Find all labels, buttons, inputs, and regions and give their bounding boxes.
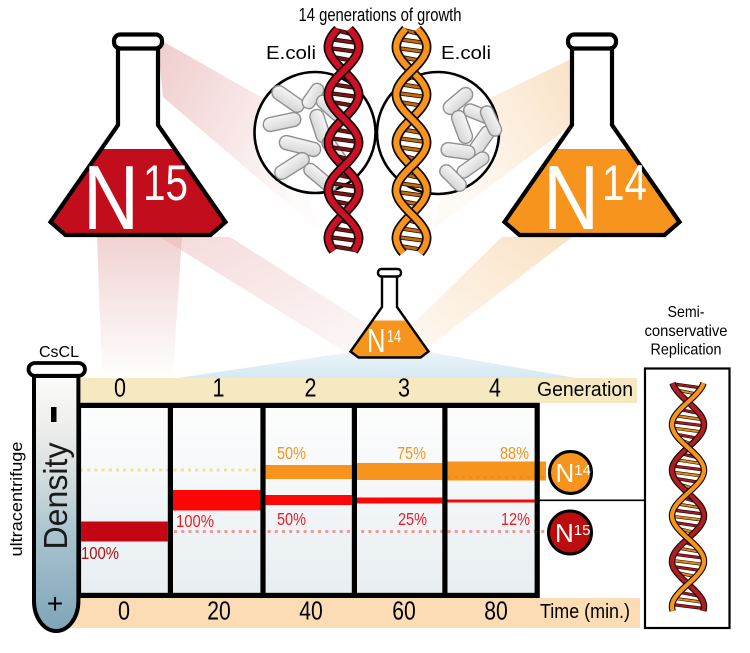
svg-text:Replication: Replication	[651, 342, 722, 359]
svg-text:Time (min.): Time (min.)	[540, 601, 630, 623]
svg-text:80: 80	[484, 596, 508, 626]
svg-text:N: N	[83, 148, 139, 249]
svg-text:ultracentrifuge: ultracentrifuge	[7, 442, 26, 557]
svg-text:conservative: conservative	[645, 323, 728, 340]
svg-text:50%: 50%	[277, 509, 306, 529]
svg-text:88%: 88%	[500, 443, 529, 463]
svg-text:50%: 50%	[277, 443, 306, 463]
svg-text:2: 2	[305, 373, 317, 403]
svg-text:1: 1	[213, 373, 225, 403]
svg-text:4: 4	[489, 373, 501, 403]
svg-text:+: +	[47, 588, 63, 619]
svg-text:Semi-: Semi-	[668, 304, 705, 321]
svg-text:14 generations of growth: 14 generations of growth	[299, 5, 462, 25]
svg-text:25%: 25%	[398, 509, 427, 529]
svg-text:0: 0	[118, 596, 130, 626]
svg-text:Generation: Generation	[537, 379, 633, 401]
svg-text:100%: 100%	[176, 511, 214, 531]
svg-text:40: 40	[299, 596, 323, 626]
svg-text:N15: N15	[555, 518, 590, 548]
svg-text:E.coli: E.coli	[441, 42, 491, 63]
svg-text:14: 14	[602, 155, 647, 211]
svg-text:75%: 75%	[397, 443, 426, 463]
svg-text:N: N	[367, 322, 386, 359]
svg-text:60: 60	[392, 596, 416, 626]
svg-text:100%: 100%	[81, 543, 119, 563]
svg-text:15: 15	[143, 155, 188, 211]
svg-text:N: N	[543, 148, 599, 249]
svg-text:E.coli: E.coli	[266, 42, 316, 63]
svg-text:3: 3	[398, 373, 410, 403]
svg-text:Density: Density	[37, 442, 74, 549]
svg-text:20: 20	[207, 596, 231, 626]
svg-text:0: 0	[114, 373, 126, 403]
svg-text:CsCL: CsCL	[39, 344, 79, 361]
svg-text:14: 14	[387, 326, 401, 346]
svg-text:12%: 12%	[501, 509, 530, 529]
